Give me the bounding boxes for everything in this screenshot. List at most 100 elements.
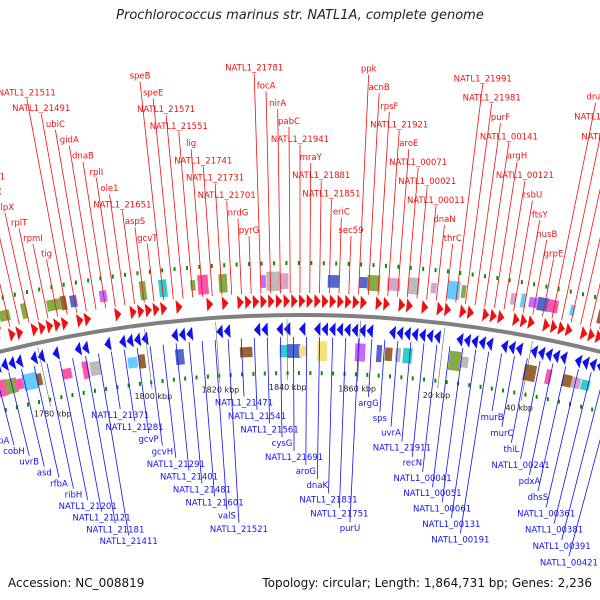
- reverse-gene-label: dapA: [0, 437, 10, 447]
- forward-gene-arrow: [252, 294, 260, 309]
- forward-gene-label: dnaX: [0, 188, 2, 198]
- gc-tick: [111, 274, 114, 279]
- reverse-gene-label-leader: [545, 369, 579, 508]
- forward-gene-label: rpsF: [380, 102, 398, 112]
- gc-tick: [15, 405, 18, 410]
- reverse-gene-arrow: [552, 349, 561, 364]
- forward-gene-arrow: [314, 294, 321, 309]
- reverse-gene-label-leader: [411, 343, 425, 457]
- gc-tick: [557, 287, 560, 292]
- reverse-gene-label: NATL1_21291: [147, 460, 205, 470]
- forward-gene-label: nirA: [269, 99, 286, 109]
- forward-gene-label-leader: [589, 282, 600, 327]
- forward-gene-arrow: [321, 294, 329, 309]
- forward-gene-arrow: [466, 305, 475, 320]
- feature-block-outer: [407, 277, 420, 295]
- forward-gene-arrow: [129, 305, 137, 320]
- forward-gene-label: NATL1_21731: [186, 174, 244, 184]
- gc-tick: [62, 282, 65, 287]
- reverse-gene-arrow: [141, 331, 149, 346]
- forward-gene-arrow: [53, 318, 61, 333]
- forward-gene-label-leader: [146, 243, 155, 302]
- forward-gene-label-leader: [277, 109, 281, 294]
- reverse-gene-label: dnaK: [307, 481, 329, 491]
- forward-gene-label: NATL1_21551: [150, 122, 208, 132]
- feature-block-outer: [528, 296, 539, 309]
- reverse-gene-label-leader: [422, 344, 438, 472]
- forward-gene-label-leader: [551, 102, 597, 319]
- reverse-gene-label: NATL1_00391: [533, 542, 591, 552]
- gc-tick: [309, 371, 312, 376]
- forward-gene-arrow: [37, 321, 46, 336]
- feature-block-inner: [239, 346, 253, 358]
- forward-gene-label: NATL1_00291: [581, 133, 600, 143]
- forward-gene-label-leader: [190, 149, 203, 297]
- reverse-gene-arrow: [396, 326, 404, 341]
- gc-tick: [546, 397, 549, 402]
- reverse-gene-label-leader: [46, 363, 74, 489]
- forward-gene-label-leader: [397, 149, 410, 297]
- reverse-gene-label: murC: [490, 429, 513, 439]
- forward-gene-label: clpX: [0, 203, 14, 213]
- gc-tick: [116, 385, 119, 390]
- forward-gene-arrow: [244, 295, 252, 310]
- gc-tick: [513, 390, 516, 395]
- scale-tick: [286, 319, 288, 381]
- feature-block-inner: [138, 353, 147, 369]
- gc-tick: [360, 262, 363, 267]
- forward-gene-label: thrC: [444, 234, 462, 244]
- reverse-gene-label: ribH: [65, 491, 83, 501]
- reverse-gene-arrow: [486, 337, 494, 352]
- feature-block-outer: [260, 275, 267, 288]
- gc-tick: [397, 264, 400, 269]
- forward-gene-label-leader: [0, 237, 20, 325]
- gc-tick: [71, 393, 74, 398]
- gc-tick: [185, 265, 188, 270]
- forward-gene-label: NATL1_21921: [370, 120, 428, 130]
- gc-tick: [459, 270, 462, 275]
- reverse-gene-label: NATL1_21181: [86, 525, 144, 535]
- forward-gene-arrow: [237, 295, 244, 310]
- forward-gene-arrow: [291, 294, 298, 309]
- gc-tick: [60, 395, 63, 400]
- forward-gene-label: rpmI: [23, 234, 43, 244]
- reverse-gene-label-leader: [162, 344, 177, 459]
- forward-gene-label: rsbU: [523, 191, 543, 201]
- reverse-gene-label: rfbA: [50, 480, 68, 490]
- reverse-gene-arrow: [545, 348, 554, 362]
- reverse-gene-label-leader: [338, 337, 347, 508]
- forward-gene-arrow: [329, 294, 337, 309]
- forward-gene-arrow: [375, 296, 383, 311]
- reverse-gene-arrow: [216, 324, 224, 339]
- reverse-gene-label: NATL1_21751: [310, 510, 368, 520]
- reverse-gene-arrow: [359, 323, 366, 338]
- reverse-gene-label-leader: [501, 355, 515, 427]
- feature-block-inner: [544, 368, 553, 385]
- gc-tick: [445, 380, 448, 385]
- backbone-arc: [0, 312, 600, 354]
- forward-gene-label: focA: [257, 81, 276, 91]
- reverse-gene-arrow: [478, 336, 487, 350]
- forward-gene-label-leader: [493, 161, 518, 309]
- forward-gene-label-leader: [580, 237, 600, 325]
- gc-tick: [136, 271, 139, 276]
- reverse-gene-label: NATL1_00361: [517, 509, 575, 519]
- reverse-gene-arrow: [0, 359, 2, 373]
- feature-block-outer: [327, 274, 340, 288]
- gc-tick: [252, 371, 255, 376]
- reverse-gene-label: cysG: [272, 439, 293, 449]
- feature-block-inner: [61, 367, 73, 380]
- reverse-gene-label-leader: [227, 339, 240, 523]
- reverse-gene-arrow: [463, 333, 472, 348]
- reverse-gene-label: NATL1_21411: [100, 537, 158, 547]
- reverse-gene-arrow: [515, 342, 524, 357]
- reverse-gene-arrow: [313, 322, 321, 337]
- reverse-gene-arrow: [560, 351, 568, 366]
- reverse-gene-label-leader: [510, 358, 528, 443]
- scale-label: 20 kbp: [423, 391, 451, 400]
- forward-gene-label-leader: [387, 130, 400, 297]
- feature-block-inner: [560, 373, 573, 388]
- reverse-gene-arrow: [1, 357, 10, 372]
- reverse-gene-arrow: [419, 328, 427, 343]
